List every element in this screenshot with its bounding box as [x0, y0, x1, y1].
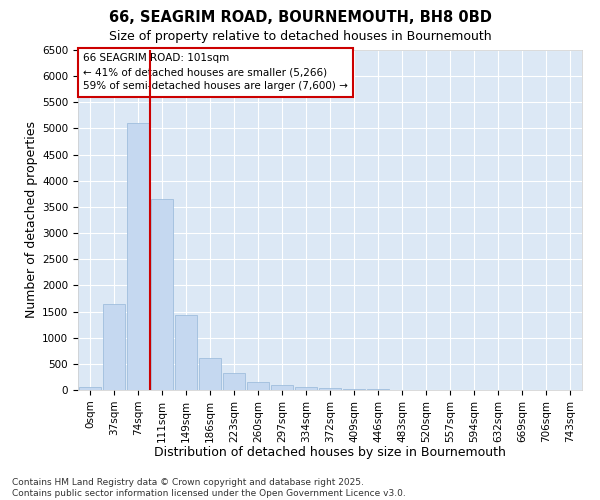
Text: 66 SEAGRIM ROAD: 101sqm
← 41% of detached houses are smaller (5,266)
59% of semi: 66 SEAGRIM ROAD: 101sqm ← 41% of detache…: [83, 54, 348, 92]
Bar: [271, 385, 293, 390]
Bar: [103, 304, 125, 390]
Bar: [127, 123, 149, 390]
Bar: [151, 199, 173, 390]
Text: 66, SEAGRIM ROAD, BOURNEMOUTH, BH8 0BD: 66, SEAGRIM ROAD, BOURNEMOUTH, BH8 0BD: [109, 10, 491, 25]
Bar: [343, 389, 365, 390]
Bar: [199, 358, 221, 390]
Bar: [295, 387, 317, 390]
Bar: [247, 382, 269, 390]
Bar: [319, 388, 341, 390]
X-axis label: Distribution of detached houses by size in Bournemouth: Distribution of detached houses by size …: [154, 446, 506, 459]
Text: Size of property relative to detached houses in Bournemouth: Size of property relative to detached ho…: [109, 30, 491, 43]
Text: Contains HM Land Registry data © Crown copyright and database right 2025.
Contai: Contains HM Land Registry data © Crown c…: [12, 478, 406, 498]
Bar: [223, 374, 245, 390]
Bar: [175, 315, 197, 390]
Bar: [79, 387, 101, 390]
Y-axis label: Number of detached properties: Number of detached properties: [25, 122, 38, 318]
